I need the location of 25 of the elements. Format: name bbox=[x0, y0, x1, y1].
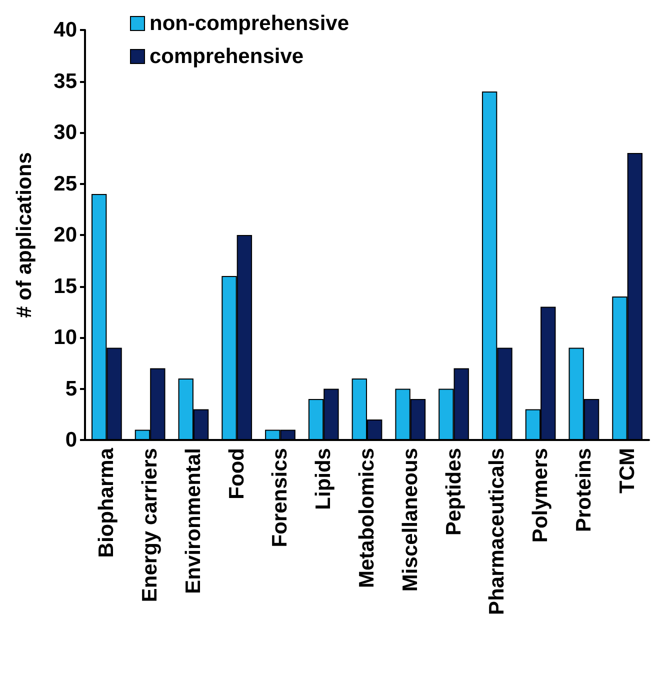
legend-label: non-comprehensive bbox=[150, 12, 350, 35]
y-axis-title: # of applications bbox=[13, 152, 36, 318]
x-tick-label: Miscellaneous bbox=[398, 448, 422, 592]
x-tick-label: Lipids bbox=[312, 448, 336, 510]
x-tick-label: TCM bbox=[616, 448, 639, 494]
y-tick-label: 25 bbox=[54, 172, 78, 196]
x-tick-label: Polymers bbox=[529, 448, 552, 543]
x-tick-label: Proteins bbox=[572, 448, 596, 532]
y-tick-label: 0 bbox=[65, 428, 77, 452]
y-tick-label: 35 bbox=[54, 70, 78, 93]
x-tick-label: Biopharma bbox=[95, 448, 118, 558]
x-tick-label: Peptides bbox=[442, 448, 466, 536]
y-tick-label: 10 bbox=[54, 326, 77, 349]
y-tick-label: 20 bbox=[54, 224, 77, 246]
x-tick-label: Food bbox=[225, 448, 248, 500]
x-tick-label: Forensics bbox=[268, 448, 292, 548]
y-tick-label: 30 bbox=[54, 121, 77, 144]
legend-label: comprehensive bbox=[150, 45, 304, 68]
y-tick-label: 15 bbox=[54, 274, 78, 298]
x-tick-label: Environmental bbox=[182, 448, 205, 594]
x-tick-label: Pharmaceuticals bbox=[486, 448, 509, 615]
x-tick-label: Metabolomics bbox=[356, 448, 378, 588]
x-tick-label: Energy carriers bbox=[138, 448, 162, 602]
y-tick-label: 40 bbox=[54, 18, 77, 42]
y-tick-label: 5 bbox=[65, 377, 78, 400]
